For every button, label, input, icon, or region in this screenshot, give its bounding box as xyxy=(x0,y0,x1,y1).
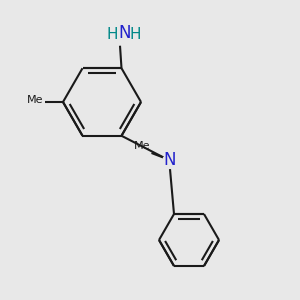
Text: H: H xyxy=(130,27,141,42)
Text: Me: Me xyxy=(134,142,151,152)
Text: Me: Me xyxy=(27,94,44,105)
Text: N: N xyxy=(118,23,130,41)
Text: N: N xyxy=(163,151,176,169)
Text: H: H xyxy=(107,27,118,42)
